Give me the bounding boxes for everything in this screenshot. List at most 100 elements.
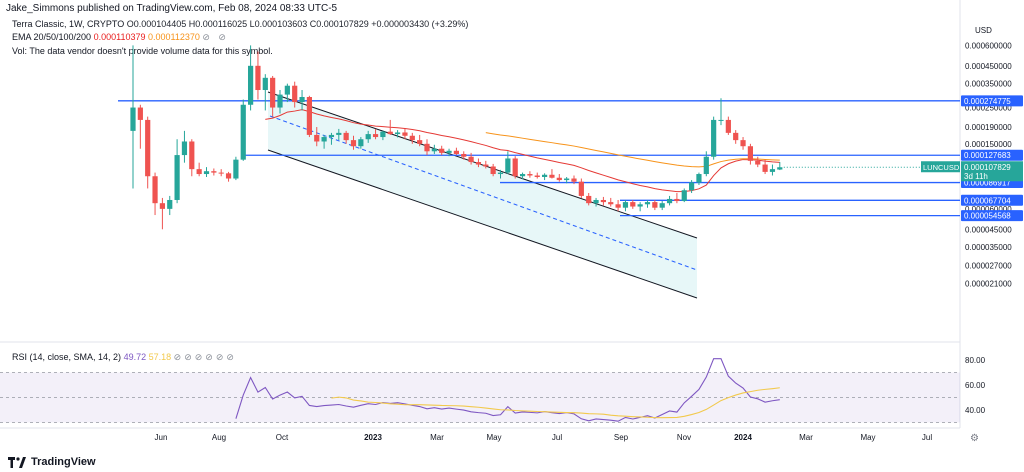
price-tick-label: 0.000060000 — [965, 205, 1012, 214]
candle-body — [505, 158, 511, 173]
ema-value-fast: 0.000110379 — [93, 32, 146, 42]
candle-body — [130, 107, 136, 131]
candle-body — [233, 159, 239, 179]
candle-body — [674, 198, 680, 202]
rsi-value: 49.72 — [123, 352, 147, 362]
volume-note: Vol: The data vendor doesn't provide vol… — [12, 46, 273, 56]
candle-body — [578, 181, 584, 196]
candle-body — [328, 134, 335, 138]
candle-body — [145, 119, 151, 177]
candle-body — [152, 176, 158, 204]
candle-body — [446, 150, 452, 153]
indicator-settings-icons[interactable]: ⊘ ⊘ — [202, 32, 229, 42]
time-tick-label: Aug — [212, 433, 226, 442]
candle-body — [343, 132, 349, 141]
level-price-label: 0.000274775 — [964, 97, 1011, 106]
candle-body — [556, 177, 562, 181]
candle-body — [365, 134, 371, 140]
candle-body — [666, 198, 673, 204]
price-tick-label: 0.000021000 — [965, 279, 1012, 288]
channel-lower-line — [267, 149, 698, 299]
countdown-label: 3d 11h — [964, 172, 988, 181]
axis-settings-icon: ⚙ — [970, 433, 979, 444]
candle-body — [659, 203, 665, 208]
candle-body — [189, 141, 195, 170]
symbol-tag-label: LUNCUSD — [923, 163, 960, 172]
candle-body — [284, 85, 290, 95]
candle-body — [762, 164, 768, 172]
price-tick-label: 0.000190000 — [965, 123, 1012, 132]
time-tick-label: 2024 — [734, 433, 752, 442]
candle-body — [402, 132, 408, 136]
rsi-settings-icons[interactable]: ⊘⊘⊘⊘⊘⊘ — [173, 352, 237, 362]
candle-body — [512, 158, 518, 177]
price-tick-label: 0.000250000 — [965, 104, 1012, 113]
candle-body — [527, 174, 533, 176]
candle-body — [586, 195, 592, 204]
candle-body — [519, 174, 526, 177]
level-price-label: 0.000127683 — [964, 151, 1011, 160]
candle-body — [350, 140, 357, 147]
candle-body — [372, 134, 379, 138]
candle-body — [534, 175, 540, 177]
candle-body — [299, 97, 305, 103]
candle-body — [211, 171, 217, 173]
rsi-ma-line — [331, 387, 780, 419]
symbol-legend: Terra Classic, 1W, CRYPTO O0.000104405 H… — [12, 19, 468, 29]
price-tick-label: 0.000035000 — [965, 243, 1012, 252]
candle-body — [475, 162, 482, 165]
level-price-tag — [961, 95, 1023, 107]
price-tick-label: 0.000045000 — [965, 225, 1012, 234]
candle-body — [564, 178, 570, 181]
time-tick-label: Mar — [799, 433, 813, 442]
price-tick-label: 0.000350000 — [965, 80, 1012, 89]
candle-body — [159, 203, 165, 209]
candle-body — [167, 199, 173, 209]
channel-fill — [268, 92, 697, 298]
rsi-tick-label: 40.00 — [965, 406, 986, 415]
last-price-label: 0.000107829 — [964, 163, 1011, 172]
candle-body — [453, 150, 459, 154]
rsi-label: RSI (14, close, SMA, 14, 2) — [12, 352, 122, 362]
candle-body — [696, 174, 702, 183]
candle-body — [549, 174, 555, 178]
candle-body — [336, 132, 342, 135]
last-price-tag — [961, 161, 1023, 182]
ema-legend: EMA 20/50/100/200 0.000110379 0.00011237… — [12, 32, 229, 43]
candle-body — [593, 199, 599, 204]
candle-body — [255, 65, 261, 91]
candle-body — [615, 204, 621, 208]
price-tick-label: 0.000600000 — [965, 41, 1012, 50]
tradingview-footer: TradingView — [8, 456, 96, 468]
level-price-label: 0.000054568 — [964, 212, 1011, 221]
publisher-caption: Jake_Simmons published on TradingView.co… — [6, 3, 338, 14]
candle-body — [637, 204, 643, 207]
candle-body — [248, 65, 254, 105]
candle-body — [725, 119, 731, 133]
time-tick-label: Sep — [614, 433, 629, 442]
price-tick-label: 0.000027000 — [965, 262, 1012, 271]
candle-body — [431, 148, 437, 152]
ohlc-values: O0.000104405 H0.000116025 L0.000103603 C… — [126, 19, 469, 29]
candle-body — [652, 202, 658, 208]
candle-body — [755, 160, 761, 165]
candle-body — [292, 85, 298, 103]
time-tick-label: May — [860, 433, 875, 442]
ema-slow-line — [485, 132, 780, 168]
tradingview-logo-icon — [8, 456, 26, 468]
level-price-tag — [961, 149, 1023, 161]
candle-body — [321, 137, 327, 142]
level-price-label: 0.000086917 — [964, 179, 1011, 188]
price-tick-label: 0.000450000 — [965, 62, 1012, 71]
level-price-label: 0.000067704 — [964, 196, 1011, 205]
time-tick-label: Jun — [155, 433, 168, 442]
candle-body — [644, 202, 651, 205]
candle-body — [608, 202, 614, 205]
candle-body — [417, 140, 423, 144]
candle-body — [387, 131, 393, 135]
candle-body — [203, 171, 210, 175]
candle-body — [137, 107, 143, 120]
candle-body — [380, 131, 386, 138]
symbol-name: Terra Classic, 1W, CRYPTO — [12, 19, 125, 29]
